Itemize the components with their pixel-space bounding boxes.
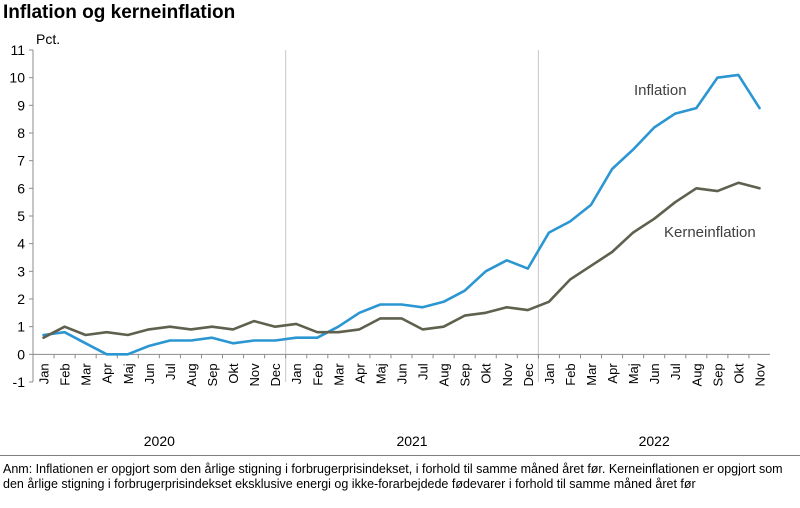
- x-tick-label: Sep: [458, 363, 473, 386]
- x-tick-label: Maj: [121, 363, 136, 384]
- x-tick-label: Feb: [310, 363, 325, 385]
- x-tick-label: Maj: [373, 363, 388, 384]
- series-label-inflation: Inflation: [634, 82, 687, 99]
- x-tick-label: Jul: [416, 363, 431, 380]
- x-tick-label: Feb: [563, 363, 578, 385]
- x-tick-label: Mar: [79, 363, 94, 386]
- x-tick-label: Jun: [647, 363, 662, 384]
- year-label: 2021: [396, 433, 427, 449]
- x-tick-label: Okt: [226, 363, 241, 384]
- x-tick-label: Aug: [437, 363, 452, 386]
- x-tick-label: Aug: [689, 363, 704, 386]
- x-tick-label: Jul: [668, 363, 683, 380]
- x-tick-labels: Jan Feb Mar Apr Maj Jun Jul Aug Sep Okt Nov Dec Jan F…: [37, 363, 768, 449]
- footnote: Anm: Inflationen er opgjort som den årli…: [3, 462, 783, 491]
- x-tick-label: Apr: [352, 363, 367, 384]
- x-tick-label: Mar: [331, 363, 346, 386]
- y-tick-label: 9: [17, 97, 25, 113]
- x-tick-label: Jan: [542, 363, 557, 384]
- x-tick-label: Jan: [289, 363, 304, 384]
- footer-divider: [0, 455, 800, 456]
- y-tick-label: 4: [17, 236, 25, 252]
- x-tick-label: Nov: [500, 363, 515, 387]
- year-separators: [285, 50, 539, 382]
- y-tick-label: 6: [17, 180, 25, 196]
- x-tick-label: Aug: [184, 363, 199, 386]
- y-tick-label: 0: [17, 346, 25, 362]
- y-tick-label: 8: [17, 125, 25, 141]
- x-tick-label: Mar: [584, 363, 599, 386]
- y-tick-label: 5: [17, 208, 25, 224]
- year-label: 2020: [144, 433, 175, 449]
- x-tick-label: Jun: [395, 363, 410, 384]
- x-tick-label: Apr: [100, 363, 115, 384]
- y-tick-label: 7: [17, 153, 25, 169]
- y-tick-label: 2: [17, 291, 25, 307]
- year-label: 2022: [639, 433, 670, 449]
- x-tick-label: Feb: [58, 363, 73, 385]
- series-labels: Inflation Kerneinflation: [634, 82, 756, 241]
- x-tick-label: Sep: [710, 363, 725, 386]
- x-tick-label: Okt: [731, 363, 746, 384]
- x-tick-label: Okt: [479, 363, 494, 384]
- x-tick-label: Maj: [626, 363, 641, 384]
- series-lines: [42, 73, 761, 356]
- x-tick-label: Dec: [268, 363, 283, 387]
- x-tick-label: Apr: [605, 363, 620, 384]
- x-tick-label: Nov: [752, 363, 767, 387]
- x-tick-label: Jun: [142, 363, 157, 384]
- y-tick-label: 10: [9, 70, 25, 86]
- y-tick-label: -1: [13, 374, 26, 390]
- y-tick-label: 3: [17, 263, 25, 279]
- x-tick-label: Dec: [521, 363, 536, 387]
- x-tick-label: Sep: [205, 363, 220, 386]
- x-tick-label: Nov: [247, 363, 262, 387]
- y-tick-labels: -1 0 1 2 3 4 5 6 7 8 9 10 11 Pct.: [9, 31, 60, 390]
- y-axis-label: Pct.: [36, 31, 60, 47]
- series-line-kerneinflation: [42, 181, 761, 340]
- x-tick-label: Jul: [163, 363, 178, 380]
- chart-title: Inflation og kerneinflation: [3, 2, 236, 23]
- series-line-inflation: [42, 73, 761, 356]
- y-tick-label: 1: [17, 319, 25, 335]
- y-tick-label: 11: [10, 42, 25, 58]
- series-label-kerneinflation: Kerneinflation: [664, 224, 756, 241]
- x-tick-label: Jan: [37, 363, 52, 384]
